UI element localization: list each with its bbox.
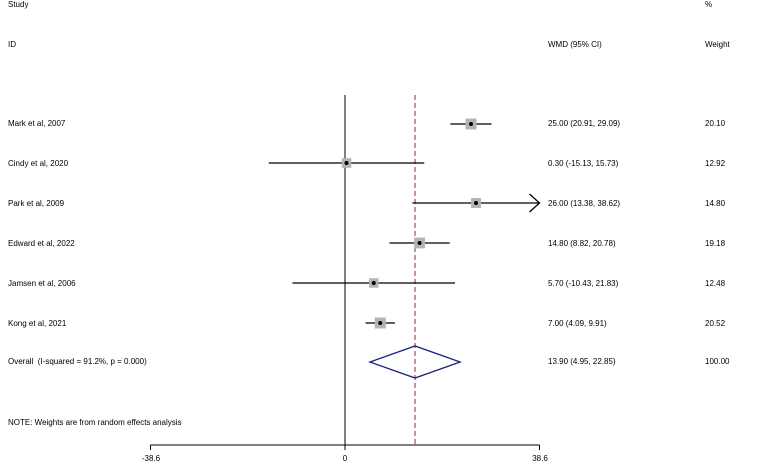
study-label: Kong et al, 2021	[8, 319, 67, 328]
study-ci: 7.00 (4.09, 9.91)	[548, 319, 607, 328]
study-ci: 5.70 (-10.43, 21.83)	[548, 279, 619, 288]
weight-header: Weight	[705, 40, 730, 49]
overall-weight: 100.00	[705, 357, 730, 366]
study-label: Jamsen et al, 2006	[8, 279, 76, 288]
ci-arrow	[529, 193, 541, 213]
study-weight: 20.10	[705, 119, 726, 128]
point-estimate	[417, 241, 422, 245]
point-estimate	[468, 122, 473, 126]
study-weight: 14.80	[705, 199, 726, 208]
x-tick-label: -38.6	[141, 454, 161, 463]
study-label: Park et al, 2009	[8, 199, 65, 208]
overall-label: Overall (I-squared = 91.2%, p = 0.000)	[8, 357, 147, 366]
study-weight: 12.48	[705, 279, 726, 288]
overall-diamond	[367, 345, 463, 379]
percent-header: %	[705, 0, 713, 9]
study-ci: 14.80 (8.82, 20.78)	[548, 239, 616, 248]
point-estimate	[378, 321, 383, 325]
study-weight: 12.92	[705, 159, 726, 168]
study-weight: 20.52	[705, 319, 726, 328]
point-estimate	[474, 201, 479, 205]
x-tick-label: 0	[342, 454, 348, 463]
study-label: Cindy et al, 2020	[8, 159, 69, 168]
overall-ci: 13.90 (4.95, 22.85)	[548, 357, 616, 366]
point-estimate	[344, 161, 349, 165]
x-tick-label: 38.6	[532, 454, 548, 463]
study-ci: 0.30 (-15.13, 15.73)	[548, 159, 619, 168]
weights-note: NOTE: Weights are from random effects an…	[8, 418, 182, 427]
study-ci: 26.00 (13.38, 38.62)	[548, 199, 621, 208]
study-ci: 25.00 (20.91, 29.09)	[548, 119, 621, 128]
study-label: Edward et al, 2022	[8, 239, 75, 248]
study-header: Study	[8, 0, 29, 9]
effect-header: WMD (95% CI)	[548, 40, 602, 49]
study-label: Mark et al, 2007	[8, 119, 66, 128]
point-estimate	[371, 281, 376, 285]
id-header: ID	[8, 40, 16, 49]
study-weight: 19.18	[705, 239, 726, 248]
